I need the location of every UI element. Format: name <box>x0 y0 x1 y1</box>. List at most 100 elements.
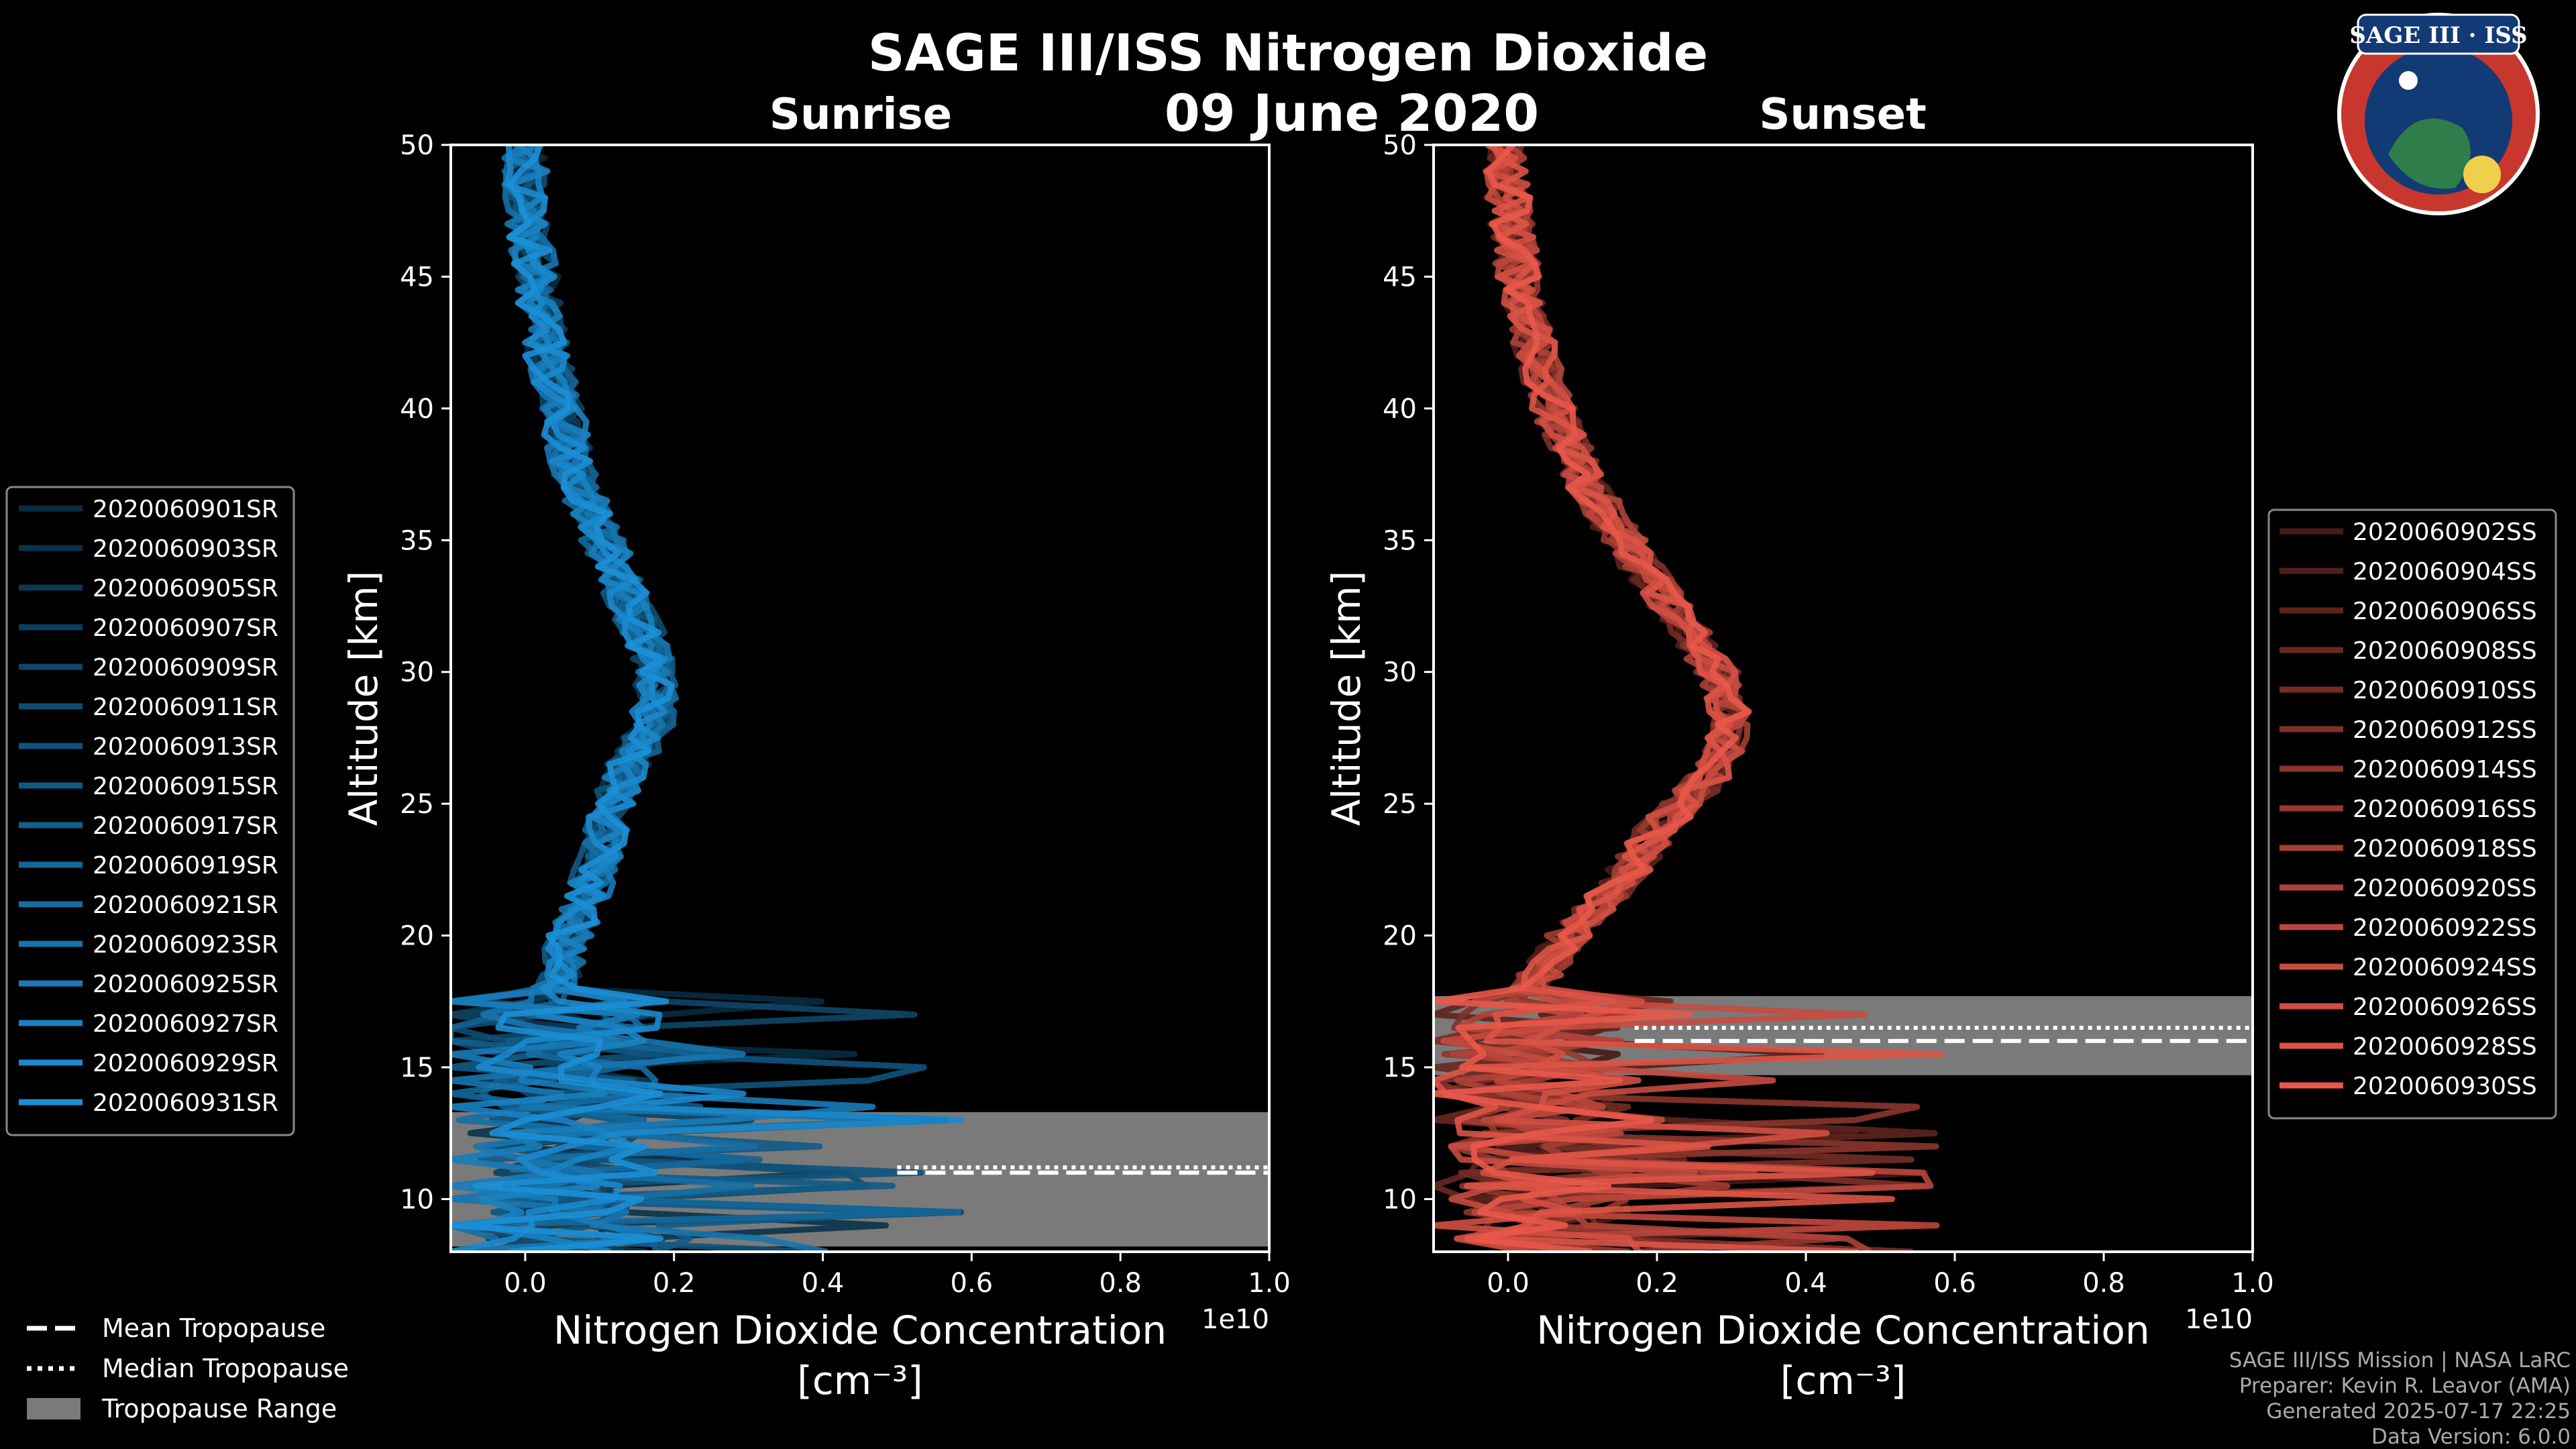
panel-title: Sunrise <box>769 90 952 140</box>
legend-item: 2020060924SS <box>2279 954 2537 981</box>
footer-line: SAGE III/ISS Mission | NASA LaRC <box>2229 1348 2571 1373</box>
figure-date: 09 June 2020 <box>1165 83 1539 143</box>
x-tick-label: 0.0 <box>504 1268 547 1299</box>
footer-line: Data Version: 6.0.0 <box>2371 1425 2571 1449</box>
legend-item: 2020060910SS <box>2279 677 2537 704</box>
legend-item: 2020060907SR <box>19 614 278 642</box>
legend-item: 2020060903SR <box>19 535 278 563</box>
legend-label: 2020060929SR <box>93 1050 278 1077</box>
legend-item: 2020060925SR <box>19 971 278 998</box>
profile-line-2020060930SS <box>1434 145 1752 1252</box>
tropopause-legend: Mean Tropopause Median Tropopause Tropopau… <box>27 1313 349 1424</box>
legend-label: 2020060906SS <box>2353 598 2537 625</box>
y-tick-label: 25 <box>400 789 434 820</box>
tropopause-legend-item: Mean Tropopause <box>27 1313 325 1343</box>
legend-item: 2020060906SS <box>2279 598 2537 625</box>
legend-label: 2020060931SR <box>93 1089 278 1117</box>
legend-item: 2020060916SS <box>2279 796 2537 823</box>
legend-label: 2020060901SR <box>93 496 278 523</box>
x-axis-label: Nitrogen Dioxide Concentration <box>1536 1307 2149 1353</box>
legend-item: 2020060930SS <box>2279 1073 2537 1100</box>
y-tick-label: 25 <box>1383 789 1417 820</box>
legend-item: 2020060914SS <box>2279 756 2537 784</box>
legend-item: 2020060927SR <box>19 1010 278 1038</box>
legend-item: 2020060915SR <box>19 773 278 800</box>
legend-item: 2020060921SR <box>19 892 278 919</box>
x-tick-label: 0.4 <box>802 1268 845 1299</box>
y-tick-label: 30 <box>400 657 434 688</box>
tropopause-legend-label: Mean Tropopause <box>102 1313 325 1343</box>
x-axis-unit-label: [cm⁻³] <box>797 1358 923 1403</box>
legend-label: 2020060915SR <box>93 773 278 800</box>
panel-title: Sunset <box>1759 90 1926 140</box>
y-tick-label: 50 <box>1383 130 1417 161</box>
x-axis-unit-label: [cm⁻³] <box>1780 1358 1907 1403</box>
legend-item: 2020060911SR <box>19 694 278 721</box>
legend-item: 2020060908SS <box>2279 637 2537 665</box>
y-tick-label: 40 <box>400 394 434 425</box>
sunset-panel: 0.0 0.2 0.4 0.6 0.8 1.0 10 15 20 25 30 35 40 45 50 Suns… <box>1324 90 2274 1403</box>
y-tick-label: 45 <box>400 262 434 292</box>
tropopause-legend-item: Median Tropopause <box>27 1354 349 1383</box>
legend-item: 2020060917SR <box>19 812 278 840</box>
y-tick-label: 45 <box>1383 262 1417 292</box>
legend-frame <box>5 486 295 1136</box>
legend-item: 2020060918SS <box>2279 835 2537 863</box>
legend-item: 2020060931SR <box>19 1089 278 1117</box>
legend-item: 2020060912SS <box>2279 716 2537 744</box>
legend-label: 2020060921SR <box>93 892 278 919</box>
tropopause-legend-label: Median Tropopause <box>102 1354 349 1383</box>
legend-label: 2020060913SR <box>93 733 278 761</box>
series-legend: 2020060902SS 2020060904SS 2020060906SS 2020… <box>2267 508 2557 1120</box>
legend-label: 2020060912SS <box>2353 716 2537 744</box>
x-axis-offset-label: 1e10 <box>1201 1304 1269 1335</box>
y-tick-label: 10 <box>1383 1184 1417 1215</box>
legend-item: 2020060901SR <box>19 496 278 523</box>
y-tick-label: 35 <box>400 525 434 556</box>
legend-item: 2020060913SR <box>19 733 278 761</box>
x-tick-label: 0.8 <box>1099 1268 1142 1299</box>
footer-line: Preparer: Kevin R. Leavor (AMA) <box>2239 1374 2571 1398</box>
legend-label: 2020060923SR <box>93 931 278 959</box>
y-axis-label: Altitude [km] <box>341 571 386 826</box>
legend-item: 2020060929SR <box>19 1050 278 1077</box>
sage-iii-iss-logo: SAGE III · ISS <box>2337 13 2540 215</box>
legend-label: 2020060925SR <box>93 971 278 998</box>
legend-label: 2020060928SS <box>2353 1033 2537 1061</box>
axes-frame <box>1432 144 2254 1253</box>
legend-label: 2020060919SR <box>93 852 278 879</box>
legend-item: 2020060923SR <box>19 931 278 959</box>
footer-line: Generated 2025-07-17 22:25 <box>2266 1399 2571 1424</box>
tropopause-range-swatch <box>27 1398 80 1419</box>
x-tick-label: 0.8 <box>2082 1268 2125 1299</box>
legend-label: 2020060924SS <box>2353 954 2537 981</box>
profile-line-2020060929SR <box>451 145 965 1252</box>
logo-earth-shape <box>2388 118 2471 189</box>
sunrise-panel: 0.0 0.2 0.4 0.6 0.8 1.0 10 15 20 25 30 35 40 45 50 Sunr… <box>341 90 1291 1403</box>
tropopause-legend-label: Tropopause Range <box>101 1394 337 1424</box>
logo-banner <box>2357 13 2520 55</box>
legend-item: 2020060904SS <box>2279 558 2537 586</box>
legend-item: 2020060928SS <box>2279 1033 2537 1061</box>
legend-label: 2020060909SR <box>93 654 278 682</box>
legend-item: 2020060920SS <box>2279 875 2537 902</box>
y-tick-label: 30 <box>1383 657 1417 688</box>
x-tick-label: 0.0 <box>1487 1268 1529 1299</box>
legend-label: 2020060920SS <box>2353 875 2537 902</box>
legend-label: 2020060903SR <box>93 535 278 563</box>
x-tick-label: 0.6 <box>1933 1268 1976 1299</box>
legend-label: 2020060910SS <box>2353 677 2537 704</box>
x-axis-label: Nitrogen Dioxide Concentration <box>553 1307 1167 1353</box>
legend-label: 2020060914SS <box>2353 756 2537 784</box>
legend-label: 2020060908SS <box>2353 637 2537 665</box>
y-tick-label: 10 <box>400 1184 434 1215</box>
legend-item: 2020060905SR <box>19 575 278 602</box>
legend-label: 2020060911SR <box>93 694 278 721</box>
legend-label: 2020060916SS <box>2353 796 2537 823</box>
legend-item: 2020060902SS <box>2279 519 2537 546</box>
footer-credits: SAGE III/ISS Mission | NASA LaRCPreparer… <box>2229 1348 2571 1449</box>
y-tick-label: 20 <box>1383 921 1417 952</box>
y-tick-label: 15 <box>1383 1053 1417 1083</box>
legend-label: 2020060930SS <box>2353 1073 2537 1100</box>
legend-label: 2020060922SS <box>2353 914 2537 942</box>
